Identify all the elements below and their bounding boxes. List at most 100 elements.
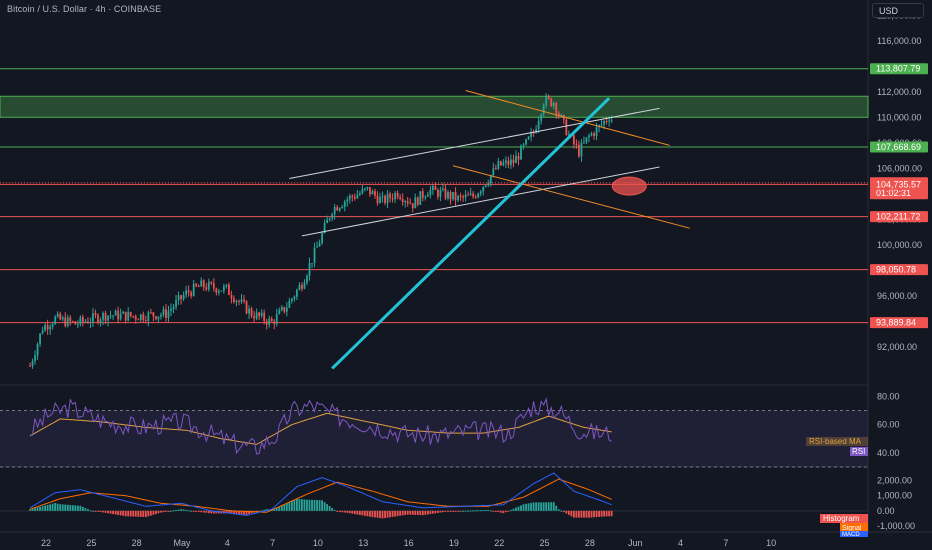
macd-legend: MACD	[842, 532, 860, 538]
price-tick-label: 106,000.00	[877, 163, 922, 173]
candle-body	[230, 294, 233, 299]
histogram-bar	[278, 506, 281, 511]
candle-body	[192, 283, 195, 296]
candle-body	[102, 312, 104, 320]
histogram-bar	[76, 505, 79, 511]
candle-body	[217, 291, 220, 293]
histogram-bar	[190, 510, 193, 512]
candle-body	[318, 243, 321, 247]
histogram-bar	[94, 510, 97, 512]
histogram-bar	[79, 505, 82, 511]
candle-body	[202, 280, 205, 288]
histogram-bar	[515, 507, 517, 511]
candle-body	[64, 317, 67, 327]
candle-body	[535, 129, 538, 133]
histogram-bar	[338, 510, 341, 513]
candle-body	[530, 132, 532, 137]
candle-body	[278, 310, 281, 315]
histogram-bar	[444, 510, 447, 512]
histogram-bar	[328, 506, 331, 511]
histogram-bar	[51, 503, 54, 511]
candle-body	[588, 135, 590, 138]
histogram-bar	[583, 510, 585, 518]
candle-body	[487, 183, 490, 186]
candle-body	[69, 317, 72, 322]
candle-body	[346, 199, 349, 202]
time-tick-label: 16	[404, 538, 414, 548]
histogram-bar	[447, 510, 449, 512]
histogram-bar	[326, 504, 329, 511]
candle-body	[555, 103, 558, 114]
histogram-bar	[175, 509, 177, 511]
candle-body	[200, 280, 203, 287]
histogram-bar	[595, 510, 598, 518]
histogram-bar	[472, 510, 475, 512]
level-price-badge: 93,889.84	[870, 317, 928, 329]
rsi-tick-label: 80.00	[877, 391, 900, 401]
channel-lower-line	[301, 166, 660, 237]
histogram-bar	[97, 510, 99, 512]
candle-body	[507, 160, 510, 165]
histogram-bar	[89, 510, 92, 512]
candle-body	[565, 119, 568, 135]
candle-body	[426, 194, 429, 197]
candle-body	[112, 315, 114, 317]
histogram-bar	[343, 510, 346, 513]
histogram-bar	[429, 510, 432, 515]
histogram-bar	[505, 510, 507, 513]
candle-body	[472, 193, 475, 197]
candle-body	[583, 142, 585, 144]
histogram-bar	[137, 510, 140, 517]
histogram-bar	[170, 510, 172, 512]
candle-body	[399, 197, 402, 200]
histogram-bar	[416, 510, 419, 515]
histogram-bar	[557, 509, 560, 511]
candle-body	[142, 314, 145, 321]
candle-body	[502, 162, 505, 166]
candle-body	[139, 314, 142, 321]
histogram-bar	[31, 508, 34, 511]
candle-body	[301, 284, 303, 289]
histogram-legend: Histogram	[823, 514, 860, 523]
histogram-bar	[177, 509, 180, 511]
histogram-bar	[260, 510, 263, 512]
histogram-bar	[477, 510, 480, 512]
candle-body	[610, 120, 613, 122]
candle-body	[149, 312, 152, 314]
macd-tick-label: 0.00	[877, 506, 895, 516]
supply-zone	[0, 95, 869, 118]
badge-price: 93,889.84	[876, 318, 916, 328]
histogram-bar	[497, 510, 500, 513]
candle-body	[172, 306, 175, 309]
candle-body	[220, 290, 223, 292]
histogram-bar	[210, 510, 213, 514]
signal-legend: Signal	[842, 525, 862, 532]
histogram-bar	[517, 506, 520, 511]
histogram-bar	[200, 510, 203, 513]
histogram-bar	[39, 506, 41, 511]
candle-body	[190, 292, 193, 296]
price-tick-label: 92,000.00	[877, 342, 917, 352]
histogram-bar	[293, 499, 296, 511]
level-price-badge: 113,807.79	[870, 63, 928, 75]
histogram-bar	[318, 500, 321, 511]
currency-selector[interactable]: USD	[872, 3, 924, 18]
candle-body	[293, 296, 296, 299]
histogram-bar	[139, 510, 142, 517]
histogram-bar	[550, 502, 553, 511]
histogram-bar	[565, 510, 568, 514]
histogram-bar	[406, 510, 409, 515]
histogram-bar	[442, 510, 444, 513]
histogram-bar	[449, 510, 452, 512]
candle-body	[499, 161, 502, 166]
candle-body	[575, 143, 578, 145]
candle-body	[510, 159, 512, 165]
histogram-bar	[228, 510, 230, 514]
candle-body	[482, 186, 485, 192]
candle-body	[605, 120, 608, 122]
candle-body	[210, 282, 213, 284]
candle-body	[489, 175, 492, 184]
candle-body	[31, 361, 34, 366]
candle-body	[180, 295, 182, 299]
